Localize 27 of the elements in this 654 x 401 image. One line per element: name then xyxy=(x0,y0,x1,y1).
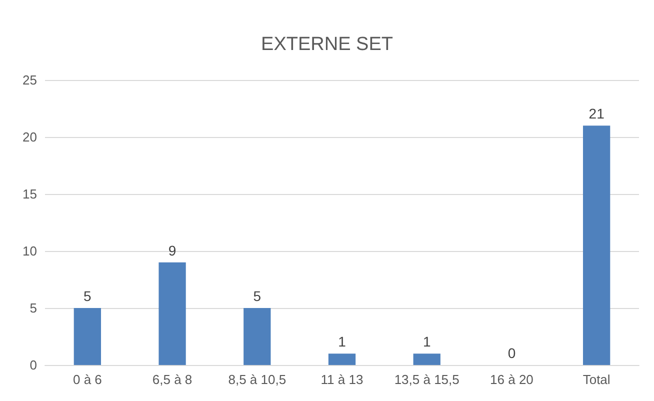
bar xyxy=(328,354,356,365)
bar xyxy=(158,262,186,365)
y-tick-label: 0 xyxy=(30,358,37,372)
bar xyxy=(582,126,610,365)
x-tick-label: Total xyxy=(582,372,610,387)
x-tick-label: 11 à 13 xyxy=(320,372,364,387)
data-label: 21 xyxy=(588,106,605,122)
y-tick-label: 20 xyxy=(22,130,37,144)
data-label: 1 xyxy=(338,334,346,350)
y-tick-label: 25 xyxy=(22,72,37,88)
x-tick-label: 8,5 à 10,5 xyxy=(228,372,286,387)
x-tick-label: 6,5 à 8 xyxy=(152,372,192,387)
data-label: 1 xyxy=(422,334,431,350)
x-tick-label: 0 à 6 xyxy=(72,372,102,387)
chart-title: EXTERNE SET xyxy=(261,34,394,55)
data-label: 5 xyxy=(84,288,92,304)
x-tick-label: 13,5 à 15,5 xyxy=(394,372,460,387)
y-tick-label: 10 xyxy=(22,244,37,258)
bar xyxy=(413,354,440,365)
data-label: 0 xyxy=(508,345,516,361)
y-tick-label: 5 xyxy=(30,300,37,316)
data-label: 9 xyxy=(168,242,176,258)
x-tick-label: 16 à 20 xyxy=(490,372,534,387)
data-label: 5 xyxy=(253,288,262,304)
bar xyxy=(74,308,102,365)
y-tick-label: 15 xyxy=(22,186,37,202)
bar xyxy=(244,308,271,365)
